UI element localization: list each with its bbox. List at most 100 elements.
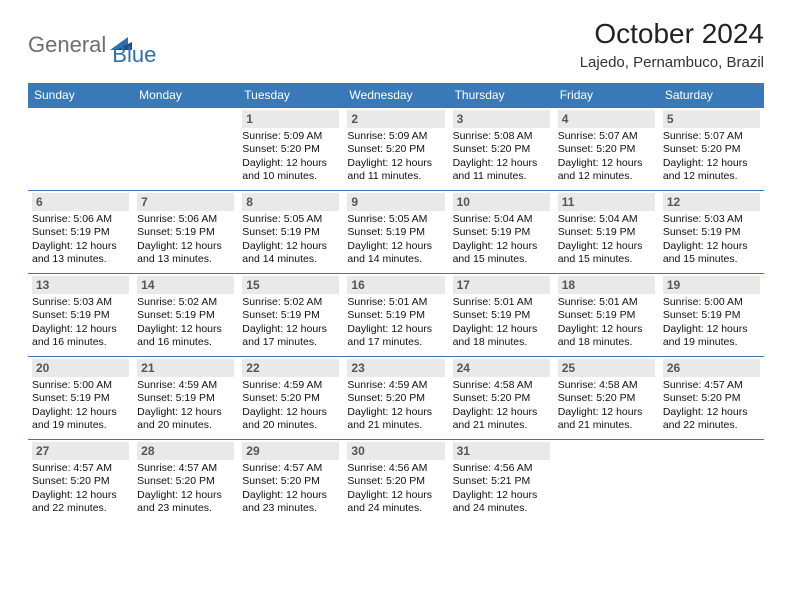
day-cell: .. <box>659 440 764 522</box>
day-number: 30 <box>347 442 444 460</box>
day-cell: 17 Sunrise: 5:01 AMSunset: 5:19 PMDayligh… <box>449 274 554 356</box>
day-number: 6 <box>32 193 129 211</box>
dow-cell: Wednesday <box>343 84 448 107</box>
day-body: Sunrise: 5:00 AMSunset: 5:19 PMDaylight:… <box>32 379 129 433</box>
day-number: 16 <box>347 276 444 294</box>
day-body: Sunrise: 4:57 AMSunset: 5:20 PMDaylight:… <box>242 462 339 516</box>
month-title: October 2024 <box>580 18 764 50</box>
day-cell: 7 Sunrise: 5:06 AMSunset: 5:19 PMDaylight… <box>133 191 238 273</box>
day-number: 11 <box>558 193 655 211</box>
day-body: Sunrise: 5:02 AMSunset: 5:19 PMDaylight:… <box>137 296 234 350</box>
day-number: 22 <box>242 359 339 377</box>
day-cell: 30 Sunrise: 4:56 AMSunset: 5:20 PMDayligh… <box>343 440 448 522</box>
day-body: Sunrise: 5:01 AMSunset: 5:19 PMDaylight:… <box>453 296 550 350</box>
day-cell: 20 Sunrise: 5:00 AMSunset: 5:19 PMDayligh… <box>28 357 133 439</box>
day-number: 20 <box>32 359 129 377</box>
day-body: Sunrise: 5:01 AMSunset: 5:19 PMDaylight:… <box>558 296 655 350</box>
day-body: Sunrise: 5:05 AMSunset: 5:19 PMDaylight:… <box>242 213 339 267</box>
day-body: Sunrise: 4:57 AMSunset: 5:20 PMDaylight:… <box>137 462 234 516</box>
day-number: 7 <box>137 193 234 211</box>
day-cell: 2Sunrise: 5:09 AMSunset: 5:20 PMDaylight… <box>343 108 448 190</box>
day-cell: 3 Sunrise: 5:08 AMSunset: 5:20 PMDaylight… <box>449 108 554 190</box>
brand-blue: Blue <box>112 22 156 68</box>
day-number: 12 <box>663 193 760 211</box>
day-number: 21 <box>137 359 234 377</box>
day-number: 31 <box>453 442 550 460</box>
dow-cell: Tuesday <box>238 84 343 107</box>
title-block: October 2024 Lajedo, Pernambuco, Brazil <box>580 18 764 71</box>
day-body: Sunrise: 5:05 AMSunset: 5:19 PMDaylight:… <box>347 213 444 267</box>
brand-logo: General Blue <box>28 18 156 68</box>
day-body: Sunrise: 5:08 AMSunset: 5:20 PMDaylight:… <box>453 130 550 184</box>
day-number: 10 <box>453 193 550 211</box>
day-cell: 9 Sunrise: 5:05 AMSunset: 5:19 PMDaylight… <box>343 191 448 273</box>
day-body: Sunrise: 5:04 AMSunset: 5:19 PMDaylight:… <box>558 213 655 267</box>
day-body: Sunrise: 4:58 AMSunset: 5:20 PMDaylight:… <box>558 379 655 433</box>
day-body: Sunrise: 5:09 AMSunset: 5:20 PMDaylight:… <box>347 130 444 184</box>
week-row: 27 Sunrise: 4:57 AMSunset: 5:20 PMDayligh… <box>28 439 764 522</box>
brand-general: General <box>28 32 106 58</box>
day-cell: 23 Sunrise: 4:59 AMSunset: 5:20 PMDayligh… <box>343 357 448 439</box>
week-row: 20 Sunrise: 5:00 AMSunset: 5:19 PMDayligh… <box>28 356 764 439</box>
day-body: Sunrise: 5:07 AMSunset: 5:20 PMDaylight:… <box>663 130 760 184</box>
day-number: 25 <box>558 359 655 377</box>
dow-header-row: SundayMondayTuesdayWednesdayThursdayFrid… <box>28 84 764 107</box>
day-number: 15 <box>242 276 339 294</box>
day-number: 17 <box>453 276 550 294</box>
day-body: Sunrise: 5:04 AMSunset: 5:19 PMDaylight:… <box>453 213 550 267</box>
day-number: 4 <box>558 110 655 128</box>
day-cell: 1Sunrise: 5:09 AMSunset: 5:20 PMDaylight… <box>238 108 343 190</box>
day-body: Sunrise: 5:09 AMSunset: 5:20 PMDaylight:… <box>242 130 339 184</box>
day-cell: 28Sunrise: 4:57 AMSunset: 5:20 PMDayligh… <box>133 440 238 522</box>
day-number: 9 <box>347 193 444 211</box>
day-number: 26 <box>663 359 760 377</box>
day-cell: 5Sunrise: 5:07 AMSunset: 5:20 PMDaylight… <box>659 108 764 190</box>
day-cell: 24 Sunrise: 4:58 AMSunset: 5:20 PMDayligh… <box>449 357 554 439</box>
dow-cell: Thursday <box>449 84 554 107</box>
week-row: 13Sunrise: 5:03 AMSunset: 5:19 PMDayligh… <box>28 273 764 356</box>
day-number: 14 <box>137 276 234 294</box>
day-cell: 11 Sunrise: 5:04 AMSunset: 5:19 PMDayligh… <box>554 191 659 273</box>
day-cell: 8 Sunrise: 5:05 AMSunset: 5:19 PMDaylight… <box>238 191 343 273</box>
day-cell: 10 Sunrise: 5:04 AMSunset: 5:19 PMDayligh… <box>449 191 554 273</box>
day-cell: 6 Sunrise: 5:06 AMSunset: 5:19 PMDaylight… <box>28 191 133 273</box>
dow-cell: Sunday <box>28 84 133 107</box>
day-number: 3 <box>453 110 550 128</box>
day-cell: 22Sunrise: 4:59 AMSunset: 5:20 PMDayligh… <box>238 357 343 439</box>
day-cell: 4Sunrise: 5:07 AMSunset: 5:20 PMDaylight… <box>554 108 659 190</box>
day-cell: 25 Sunrise: 4:58 AMSunset: 5:20 PMDayligh… <box>554 357 659 439</box>
day-cell: 12 Sunrise: 5:03 AMSunset: 5:19 PMDayligh… <box>659 191 764 273</box>
day-number: 8 <box>242 193 339 211</box>
day-cell: 26Sunrise: 4:57 AMSunset: 5:20 PMDayligh… <box>659 357 764 439</box>
day-cell: 14 Sunrise: 5:02 AMSunset: 5:19 PMDayligh… <box>133 274 238 356</box>
weeks-container: ....1Sunrise: 5:09 AMSunset: 5:20 PMDayl… <box>28 107 764 522</box>
day-number: 24 <box>453 359 550 377</box>
day-body: Sunrise: 5:06 AMSunset: 5:19 PMDaylight:… <box>32 213 129 267</box>
day-number: 29 <box>242 442 339 460</box>
day-number: 18 <box>558 276 655 294</box>
week-row: 6 Sunrise: 5:06 AMSunset: 5:19 PMDaylight… <box>28 190 764 273</box>
dow-cell: Friday <box>554 84 659 107</box>
day-cell: .. <box>133 108 238 190</box>
day-body: Sunrise: 5:00 AMSunset: 5:19 PMDaylight:… <box>663 296 760 350</box>
day-body: Sunrise: 4:59 AMSunset: 5:20 PMDaylight:… <box>347 379 444 433</box>
day-body: Sunrise: 5:03 AMSunset: 5:19 PMDaylight:… <box>663 213 760 267</box>
day-cell: 27 Sunrise: 4:57 AMSunset: 5:20 PMDayligh… <box>28 440 133 522</box>
day-cell: .. <box>554 440 659 522</box>
day-number: 27 <box>32 442 129 460</box>
header: General Blue October 2024 Lajedo, Pernam… <box>28 18 764 71</box>
day-number: 23 <box>347 359 444 377</box>
dow-cell: Saturday <box>659 84 764 107</box>
day-cell: 15 Sunrise: 5:02 AMSunset: 5:19 PMDayligh… <box>238 274 343 356</box>
day-body: Sunrise: 4:57 AMSunset: 5:20 PMDaylight:… <box>32 462 129 516</box>
day-body: Sunrise: 5:06 AMSunset: 5:19 PMDaylight:… <box>137 213 234 267</box>
day-body: Sunrise: 4:58 AMSunset: 5:20 PMDaylight:… <box>453 379 550 433</box>
day-number: 19 <box>663 276 760 294</box>
week-row: ....1Sunrise: 5:09 AMSunset: 5:20 PMDayl… <box>28 107 764 190</box>
day-cell: 19 Sunrise: 5:00 AMSunset: 5:19 PMDayligh… <box>659 274 764 356</box>
day-body: Sunrise: 4:56 AMSunset: 5:20 PMDaylight:… <box>347 462 444 516</box>
day-cell: 29 Sunrise: 4:57 AMSunset: 5:20 PMDayligh… <box>238 440 343 522</box>
day-body: Sunrise: 5:02 AMSunset: 5:19 PMDaylight:… <box>242 296 339 350</box>
calendar: SundayMondayTuesdayWednesdayThursdayFrid… <box>28 83 764 522</box>
day-cell: 18 Sunrise: 5:01 AMSunset: 5:19 PMDayligh… <box>554 274 659 356</box>
